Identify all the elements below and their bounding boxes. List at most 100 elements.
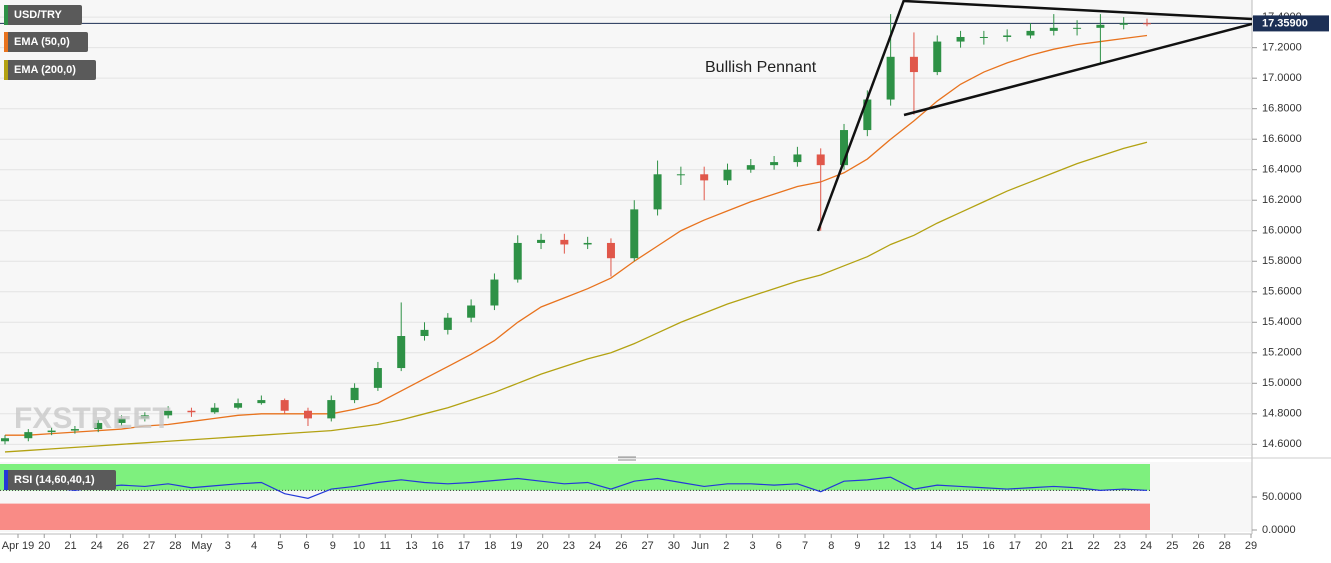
candle-body — [816, 154, 825, 166]
candle-body — [746, 165, 755, 170]
legend-swatch — [4, 60, 8, 80]
price-panel — [0, 0, 1252, 456]
candle-body — [583, 242, 592, 245]
candle-body — [793, 154, 802, 163]
candle-body — [490, 279, 499, 306]
candle-body — [1143, 23, 1151, 25]
candle-body — [560, 239, 569, 245]
legend-label: RSI (14,60,40,1) — [14, 474, 95, 486]
x-tick-label: 3 — [749, 540, 755, 552]
x-tick-label: Apr 19 — [2, 540, 34, 552]
candle-body — [606, 242, 615, 259]
watermark: FXSTREET — [14, 402, 171, 435]
pole-line — [816, 0, 906, 232]
x-tick-label: 8 — [828, 540, 834, 552]
candle-body — [956, 36, 965, 42]
x-tick-label: 13 — [904, 540, 916, 552]
candle-body — [1049, 27, 1058, 31]
annotation: Bullish Pennant — [705, 59, 817, 76]
x-tick-label: 6 — [776, 540, 782, 552]
candle-body — [187, 410, 196, 413]
x-tick-label: 10 — [353, 540, 365, 552]
x-tick-label: 24 — [589, 540, 601, 552]
candle-body — [443, 317, 452, 330]
candle-body — [234, 403, 243, 408]
rsi-plot — [0, 464, 1150, 530]
x-tick-label: 25 — [1166, 540, 1178, 552]
candle-body — [280, 400, 289, 411]
candle-body — [1119, 23, 1128, 25]
x-tick-label: 26 — [1192, 540, 1204, 552]
x-tick-label: 27 — [641, 540, 653, 552]
x-tick-label: 23 — [1114, 540, 1126, 552]
candle-body — [94, 422, 103, 430]
candle-body — [303, 410, 312, 419]
y-tick-label: 15.0000 — [1262, 377, 1302, 389]
last-price-box — [1253, 15, 1329, 32]
legend-label: EMA (200,0) — [14, 64, 76, 76]
candle-body — [47, 430, 56, 433]
x-tick-label: 20 — [1035, 540, 1047, 552]
x-tick-label: 12 — [878, 540, 890, 552]
y-tick-label: 16.8000 — [1262, 103, 1302, 115]
x-tick-label: 6 — [304, 540, 310, 552]
x-tick-label: 24 — [1140, 540, 1152, 552]
y-tick-label: 15.6000 — [1262, 286, 1302, 298]
candle-body — [1026, 30, 1035, 36]
x-tick-label: 17 — [458, 540, 470, 552]
candle-body — [164, 410, 173, 416]
x-tick-label: 9 — [854, 540, 860, 552]
rsi-upper-band — [0, 464, 1150, 491]
candle-body — [676, 174, 685, 176]
legend-box — [4, 32, 88, 52]
candle-body — [467, 305, 476, 318]
x-tick-label: 18 — [484, 540, 496, 552]
pennant-lines — [816, 0, 1252, 232]
price-plot — [0, 14, 1252, 453]
y-tick-label: 14.8000 — [1262, 408, 1302, 420]
x-tick-label: 20 — [537, 540, 549, 552]
x-tick-label: 21 — [1061, 540, 1073, 552]
candle-body — [397, 336, 406, 369]
y-tick-label: 17.0000 — [1262, 72, 1302, 84]
last-price-label: 17.35900 — [1262, 17, 1308, 29]
overlay: FXSTREET Bullish Pennant — [14, 59, 817, 435]
x-tick-label: 29 — [1245, 540, 1257, 552]
x-tick-label: 16 — [432, 540, 444, 552]
x-tick-label: 7 — [802, 540, 808, 552]
candle-body — [933, 41, 942, 73]
x-tick-label: 24 — [91, 540, 103, 552]
x-tick-label: 15 — [956, 540, 968, 552]
y-tick-label: 15.8000 — [1262, 255, 1302, 267]
ema-line — [5, 34, 1148, 436]
x-tick-label: 21 — [64, 540, 76, 552]
candle-body — [257, 400, 266, 404]
candle-body — [117, 418, 126, 423]
candle-body — [653, 174, 662, 210]
candle-body — [886, 56, 895, 100]
x-tick-label: 17 — [1009, 540, 1021, 552]
y-tick-label: 15.2000 — [1262, 347, 1302, 359]
x-tick-label: 3 — [225, 540, 231, 552]
legend: USD/TRY EMA (50,0) EMA (200,0) RSI (14,60,4… — [4, 5, 116, 490]
x-tick-label: 4 — [251, 540, 257, 552]
y-tick-label: 14.6000 — [1262, 438, 1302, 450]
x-tick-label: 9 — [330, 540, 336, 552]
y-tick-label: 16.6000 — [1262, 133, 1302, 145]
upper-trendline — [903, 0, 1252, 21]
candle-body — [770, 162, 779, 166]
y-tick-label: 16.2000 — [1262, 194, 1302, 206]
lower-trendline — [903, 22, 1252, 117]
candle-body — [70, 429, 79, 431]
y-tick-label: 17.2000 — [1262, 42, 1302, 54]
x-tick-label: 23 — [563, 540, 575, 552]
candle-body — [1, 438, 9, 442]
x-tick-label: 13 — [405, 540, 417, 552]
x-tick-label: 11 — [380, 540, 391, 552]
candle-body — [1073, 27, 1082, 29]
y-tick-label: 0.0000 — [1262, 524, 1296, 536]
x-tick-label: 30 — [668, 540, 680, 552]
legend-box — [4, 60, 96, 80]
legend-swatch — [4, 5, 8, 25]
candle-body — [979, 36, 988, 38]
